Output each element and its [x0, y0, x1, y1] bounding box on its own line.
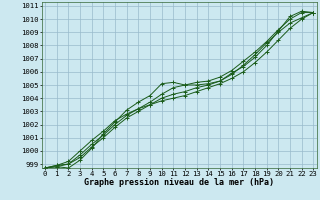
X-axis label: Graphe pression niveau de la mer (hPa): Graphe pression niveau de la mer (hPa): [84, 178, 274, 187]
